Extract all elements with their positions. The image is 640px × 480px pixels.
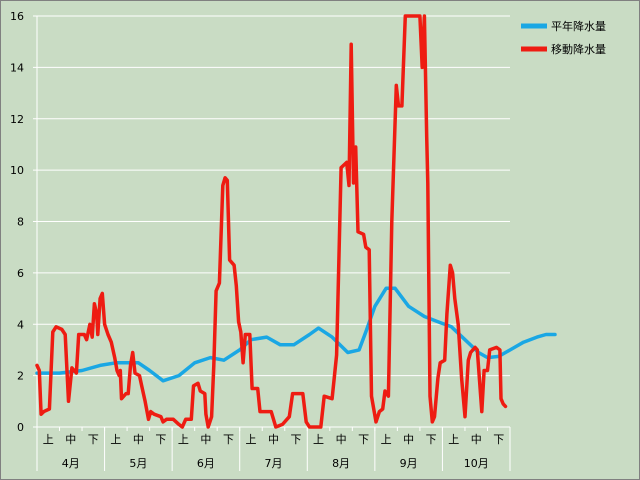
legend-label-moving-rainfall: 移動降水量 [551, 42, 606, 56]
x-subtick-label-4-1: 中 [336, 433, 347, 446]
x-month-label-1: 5月 [129, 457, 147, 470]
x-subtick-label-5-2: 下 [426, 433, 437, 446]
x-subtick-label-1-2: 下 [155, 433, 166, 446]
y-tick-label-1: 2 [17, 370, 24, 383]
y-tick-label-5: 10 [10, 164, 24, 177]
x-month-label-2: 6月 [197, 457, 215, 470]
x-month-label-6: 10月 [464, 457, 489, 470]
x-subtick-label-6-0: 上 [448, 433, 459, 446]
x-month-label-0: 4月 [62, 457, 80, 470]
series-line-1 [35, 14, 508, 429]
y-tick-label-3: 6 [17, 267, 24, 280]
x-subtick-label-1-0: 上 [110, 433, 121, 446]
x-subtick-label-2-1: 中 [200, 433, 211, 446]
x-subtick-label-3-2: 下 [291, 433, 302, 446]
x-subtick-label-6-2: 下 [493, 433, 504, 446]
y-axis: 0 2 4 6 8 10 12 14 16 [10, 10, 38, 434]
grid-lines [37, 15, 510, 428]
x-subtick-label-0-1: 中 [65, 433, 76, 446]
y-tick-label-0: 0 [17, 421, 24, 434]
x-subtick-label-0-0: 上 [43, 433, 54, 446]
y-tick-label-4: 8 [17, 216, 24, 229]
x-subtick-label-2-0: 上 [178, 433, 189, 446]
series-line-0 [35, 286, 557, 383]
y-tick-label-6: 12 [10, 113, 24, 126]
x-month-label-4: 8月 [332, 457, 350, 470]
x-subtick-label-2-2: 下 [223, 433, 234, 446]
x-subtick-label-6-1: 中 [471, 433, 482, 446]
x-subtick-label-3-1: 中 [268, 433, 279, 446]
x-month-label-3: 7月 [265, 457, 283, 470]
x-axis: 上中下4月上中下5月上中下6月上中下7月上中下8月上中下9月上中下10月 [36, 426, 511, 471]
x-subtick-label-5-0: 上 [381, 433, 392, 446]
legend: 平年降水量 移動降水量 [521, 19, 606, 56]
x-subtick-label-4-0: 上 [313, 433, 324, 446]
y-tick-label-7: 14 [10, 61, 24, 74]
y-tick-label-2: 4 [17, 318, 24, 331]
x-subtick-label-0-2: 下 [88, 433, 99, 446]
series-lines [35, 14, 557, 429]
y-tick-label-8: 16 [10, 10, 24, 23]
x-subtick-label-4-2: 下 [358, 433, 369, 446]
legend-label-normal-rainfall: 平年降水量 [551, 19, 606, 33]
x-subtick-label-5-1: 中 [403, 433, 414, 446]
x-month-label-5: 9月 [400, 457, 418, 470]
x-subtick-label-3-0: 上 [245, 433, 256, 446]
x-subtick-label-1-1: 中 [133, 433, 144, 446]
